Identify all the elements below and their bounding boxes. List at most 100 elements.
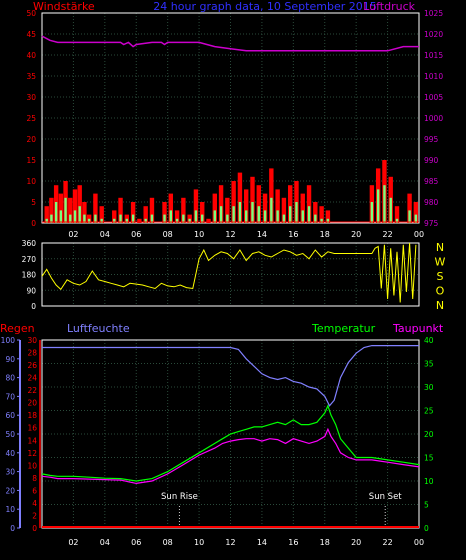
wind-gust-bar — [59, 210, 63, 223]
wind-x-tick-label: 00 — [414, 230, 424, 239]
wind-gust-bar — [194, 210, 198, 223]
climate-panel-content: Sun Rise Sun Set — [41, 345, 420, 528]
pressure-label: Luftdruck — [363, 0, 415, 13]
wind-gust-bar — [282, 214, 286, 223]
wind-gust-bar — [100, 218, 103, 223]
wind-speed-bar — [130, 202, 136, 223]
wind-speed-bar — [250, 176, 255, 223]
temperature-line — [41, 404, 420, 482]
rain-y-tick-label: 6 — [32, 486, 37, 495]
wind-gust-bar — [213, 210, 216, 223]
climate-x-tick-label: 16 — [288, 538, 298, 547]
wind-y-tick-label: 0 — [31, 219, 36, 228]
wind-direction-line — [41, 242, 417, 303]
wind-gust-bar — [320, 218, 323, 223]
pressure-line — [41, 35, 419, 52]
wind-y-tick-label: 15 — [26, 156, 36, 165]
dewpoint-label: Taupunkt — [392, 322, 444, 335]
wind-gust-bar — [87, 218, 91, 223]
compass-label: N — [436, 241, 444, 254]
wind-gust-bar — [307, 206, 311, 223]
wind-speed-bar — [212, 193, 217, 223]
wind-x-tick-label: 06 — [131, 230, 141, 239]
direction-y-tick-label: 90 — [26, 286, 36, 295]
climate-x-tick-label: 14 — [257, 538, 267, 547]
rain-y-tick-label: 22 — [27, 386, 37, 395]
wind-gust-bar — [276, 210, 279, 223]
humidity-y-tick-label: 50 — [5, 430, 15, 439]
pressure-y-tick-label: 1005 — [424, 93, 443, 102]
wind-panel-frame — [41, 12, 420, 224]
wind-gust-bar — [257, 206, 260, 223]
wind-speed-bar — [269, 168, 274, 223]
humidity-y-tick-label: 0 — [10, 524, 15, 533]
wind-gust-bar — [295, 202, 298, 223]
wind-gust-bar — [188, 218, 191, 223]
wind-speed-bar — [206, 218, 211, 223]
rain-y-tick-label: 28 — [27, 349, 37, 358]
wind-speed-bar — [58, 193, 64, 223]
temperature-y-tick-label: 30 — [424, 383, 434, 392]
wind-speed-bar — [118, 197, 123, 223]
wind-speed-bar — [225, 197, 230, 223]
compass-label: O — [436, 285, 445, 298]
rain-y-tick-label: 10 — [27, 461, 37, 470]
wind-speed-bar — [394, 206, 400, 223]
wind-y-tick-label: 40 — [26, 51, 36, 60]
wind-x-tick-label: 02 — [68, 230, 78, 239]
wind-speed-bar — [313, 202, 318, 223]
wind-speed-bar — [49, 197, 54, 223]
wind-gust-bar — [201, 214, 204, 223]
temperature-y-tick-label: 5 — [424, 501, 429, 510]
wind-speed-bar — [193, 189, 199, 223]
direction-y-tick-label: 180 — [22, 271, 37, 280]
pressure-y-tick-label: 1020 — [424, 30, 443, 39]
wind-x-tick-label: 16 — [288, 230, 298, 239]
wind-speed-bar — [112, 210, 117, 223]
wind-x-tick-label: 22 — [382, 230, 392, 239]
wind-gust-bar — [64, 197, 67, 223]
wind-gust-bar — [251, 202, 254, 223]
wind-speed-bar — [149, 197, 155, 223]
wind-speed-bar — [162, 202, 167, 223]
wind-speed-bar — [82, 202, 87, 223]
humidity-y-tick-label: 60 — [5, 411, 15, 420]
rain-label: Regen — [0, 322, 35, 335]
temperature-y-tick-label: 15 — [424, 454, 434, 463]
wind-gust-bar — [408, 210, 411, 223]
wind-speed-bar — [407, 193, 412, 223]
wind-x-tick-label: 14 — [257, 230, 267, 239]
wind-gust-bar — [314, 214, 317, 223]
wind-gust-bar — [69, 214, 72, 223]
wind-y-tick-label: 25 — [26, 114, 36, 123]
humidity-y-tick-label: 20 — [5, 486, 15, 495]
direction-panel-content — [41, 242, 417, 303]
temperature-y-tick-label: 0 — [424, 524, 429, 533]
wind-y-tick-label: 45 — [26, 30, 36, 39]
wind-speed-bar — [300, 193, 305, 223]
wind-gust-bar — [150, 214, 154, 223]
pressure-y-tick-label: 985 — [424, 177, 439, 186]
wind-panel-content — [41, 35, 419, 223]
compass-label: N — [436, 299, 444, 312]
wind-gust-bar — [232, 206, 235, 223]
temperature-y-tick-label: 35 — [424, 360, 434, 369]
temperature-y-tick-label: 25 — [424, 407, 434, 416]
dewpoint-line — [41, 427, 420, 485]
climate-x-tick-label: 10 — [194, 538, 204, 547]
wind-gust-bar — [131, 214, 135, 223]
wind-speed-bar — [319, 206, 324, 223]
wind-speed-bar — [325, 210, 331, 223]
wind-x-tick-label: 10 — [194, 230, 204, 239]
direction-y-tick-label: 360 — [22, 239, 37, 248]
wind-gust-bar — [219, 206, 223, 223]
wind-gust-bar — [113, 218, 116, 223]
wind-gust-bar — [226, 214, 229, 223]
rain-y-tick-label: 30 — [27, 336, 37, 345]
rain-y-tick-label: 12 — [27, 449, 37, 458]
rain-y-tick-label: 4 — [32, 499, 37, 508]
wind-gust-bar — [389, 197, 392, 223]
rain-y-tick-label: 0 — [32, 524, 37, 533]
wind-y-tick-label: 35 — [26, 72, 36, 81]
